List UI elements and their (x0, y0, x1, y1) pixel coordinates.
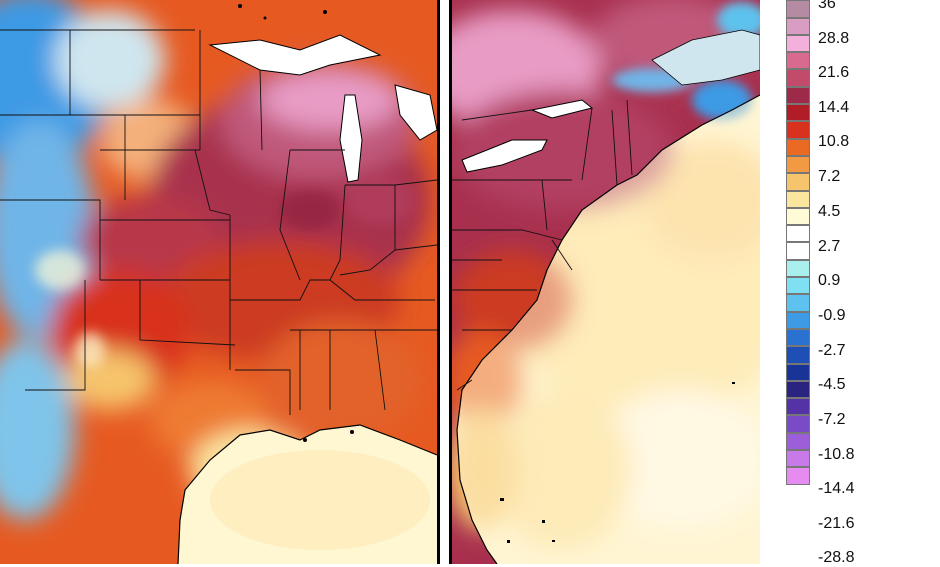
colorbar-cell (786, 450, 810, 467)
colorbar-label: 14.4 (818, 99, 849, 117)
colorbar-cell (786, 398, 810, 415)
colorbar-label: -4.5 (818, 376, 846, 394)
colorbar-cell (786, 329, 810, 346)
colorbar-cell (786, 277, 810, 294)
colorbar-cell (786, 433, 810, 450)
map-central-us (0, 0, 437, 564)
colorbar-cell (786, 381, 810, 398)
colorbar-cell (786, 104, 810, 121)
colorbar-label: -7.2 (818, 411, 846, 429)
colorbar-cell (786, 208, 810, 225)
colorbar-cell (786, 52, 810, 69)
map-east-coast (452, 0, 760, 564)
colorbar-label: -0.9 (818, 307, 846, 325)
colorbar-label: 0.9 (818, 272, 840, 290)
map-panel-east-coast (452, 0, 760, 564)
colorbar-label: 4.5 (818, 203, 840, 221)
colorbar-cell (786, 312, 810, 329)
colorbar-label: -28.8 (818, 549, 854, 567)
colorbar-cell (786, 173, 810, 190)
colorbar (786, 0, 810, 485)
colorbar-label: 36 (818, 0, 836, 13)
colorbar-label: -21.6 (818, 515, 854, 533)
colorbar-cell (786, 18, 810, 35)
colorbar-cell (786, 191, 810, 208)
colorbar-label: -2.7 (818, 342, 846, 360)
colorbar-cell (786, 139, 810, 156)
map-panel-central-us (0, 0, 437, 564)
colorbar-cell (786, 69, 810, 86)
colorbar-label: 2.7 (818, 238, 840, 256)
panel-divider-left (437, 0, 440, 564)
colorbar-label: 10.8 (818, 133, 849, 151)
colorbar-cell (786, 346, 810, 363)
colorbar-cell (786, 87, 810, 104)
colorbar-cell (786, 225, 810, 242)
colorbar-cell (786, 35, 810, 52)
colorbar-cell (786, 242, 810, 259)
colorbar-cell (786, 364, 810, 381)
colorbar-label: -14.4 (818, 480, 854, 498)
colorbar-label: 21.6 (818, 64, 849, 82)
colorbar-cell (786, 467, 810, 484)
colorbar-cell (786, 294, 810, 311)
colorbar-label: 7.2 (818, 168, 840, 186)
colorbar-label: -10.8 (818, 446, 854, 464)
colorbar-labels: 36 28.8 21.6 14.4 10.8 7.2 4.5 2.7 0.9 -0.9 -2.7 -4… (818, 0, 940, 564)
colorbar-cell (786, 415, 810, 432)
colorbar-cell (786, 156, 810, 173)
colorbar-cell (786, 260, 810, 277)
colorbar-label: 28.8 (818, 30, 849, 48)
colorbar-cell (786, 0, 810, 17)
colorbar-cell (786, 121, 810, 138)
